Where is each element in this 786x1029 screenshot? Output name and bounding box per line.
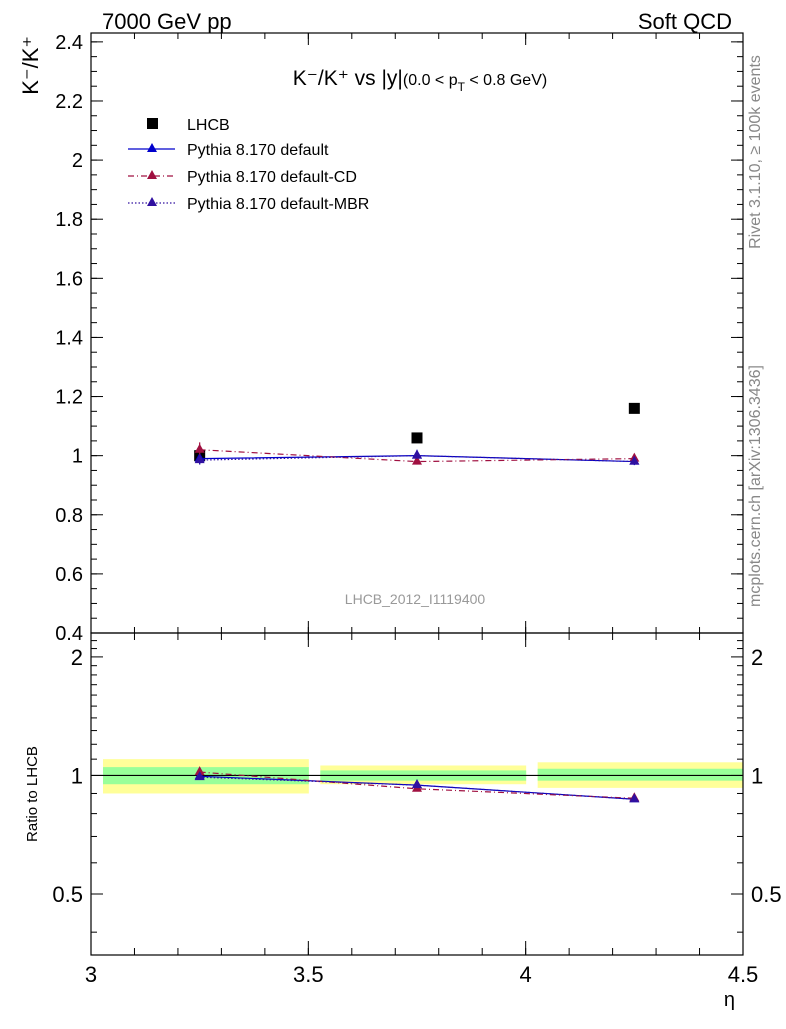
main-ytick-label: 0.4	[55, 623, 83, 645]
data-point	[629, 455, 640, 465]
header-left: 7000 GeV pp	[102, 9, 232, 34]
legend-label-mbr: Pythia 8.170 default-MBR	[187, 196, 369, 213]
plot-title: K⁻/K⁺ vs |y|(0.0 < pT < 0.8 GeV)	[293, 67, 547, 94]
title-sub: T	[458, 80, 466, 94]
legend-marker-default	[147, 143, 157, 152]
ratio-series-pythia-8-170-default-mbr	[194, 771, 640, 803]
legend-entry-mbr: Pythia 8.170 default-MBR	[128, 196, 369, 213]
legend-marker-mbr	[147, 197, 157, 206]
legend-label-lhcb: LHCB	[187, 117, 230, 134]
main-ytick-label: 2.4	[55, 32, 83, 54]
ratio-point	[412, 779, 422, 789]
ratio-point	[194, 766, 205, 776]
xtick-label: 4	[520, 962, 532, 987]
ratio-frame	[90, 632, 744, 956]
mcplots-label: mcplots.cern.ch [arXiv:1306.3436]	[747, 365, 764, 607]
data-point	[411, 432, 423, 444]
ratio-point	[194, 771, 205, 781]
rivet-label: Rivet 3.1.10, ≥ 100k events	[747, 55, 764, 249]
main-ytick-label: 1.2	[55, 387, 83, 409]
title-range-end: < 0.8 GeV)	[465, 72, 547, 89]
main-panel: 0.4 0.6 0.8 1 1.2 1.4 1.6 1.8 2 2.2 2.4 K⁻/K⁺ K⁻/K…	[18, 32, 744, 645]
title-main: K⁻/K⁺ vs |y|	[293, 67, 403, 90]
main-series	[194, 402, 640, 466]
header-right: Soft QCD	[638, 9, 732, 34]
main-ytick-label: 1	[72, 446, 83, 468]
main-ytick-label: 1.6	[55, 268, 83, 290]
legend-label-default: Pythia 8.170 default	[187, 142, 329, 159]
ratio-series	[194, 766, 640, 803]
legend-entry-default: Pythia 8.170 default	[128, 142, 329, 159]
ratio-ytick-label: 1	[71, 763, 83, 788]
legend: LHCB Pythia 8.170 default Pythia 8.170 d…	[128, 117, 369, 213]
data-point	[194, 443, 205, 453]
main-ytick-label: 2.2	[55, 91, 83, 113]
data-point	[628, 402, 640, 414]
ratio-ytick-label: 0.5	[52, 882, 83, 907]
data-point	[412, 449, 422, 459]
data-point	[194, 454, 205, 464]
ratio-ytick-label-right: 0.5	[751, 882, 782, 907]
title-range: (0.0 < p	[403, 72, 458, 89]
legend-entry-lhcb: LHCB	[147, 117, 230, 134]
legend-label-cd: Pythia 8.170 default-CD	[187, 169, 357, 186]
main-ytick-label: 0.8	[55, 505, 83, 527]
ratio-ytick-label-right: 2	[751, 645, 763, 670]
legend-marker-cd	[147, 170, 157, 179]
ratio-point	[629, 793, 640, 803]
main-ylabel: K⁻/K⁺	[18, 36, 43, 95]
main-ytick-label: 0.6	[55, 564, 83, 586]
ratio-ylabel: Ratio to LHCB	[24, 746, 41, 842]
data-point	[412, 455, 422, 465]
ratio-panel: 0.5 0.5 1 1 2 2 3 3.5 4 4.5 Ratio to LHCB η	[24, 632, 782, 1011]
ratio-axes: 0.5 0.5 1 1 2 2 3 3.5 4 4.5	[52, 632, 782, 987]
legend-entry-cd: Pythia 8.170 default-CD	[128, 169, 357, 186]
uncertainty-band-inner	[537, 768, 744, 781]
legend-marker-lhcb	[147, 118, 158, 129]
xtick-label: 3.5	[293, 962, 324, 987]
main-ytick-label: 1.8	[55, 209, 83, 231]
xtick-label: 4.5	[728, 962, 759, 987]
main-ytick-label: 1.4	[55, 327, 83, 349]
series-pythia-8-170-default-mbr	[194, 449, 640, 465]
xtick-label: 3	[85, 962, 97, 987]
main-axes: 0.4 0.6 0.8 1 1.2 1.4 1.6 1.8 2 2.2 2.4	[55, 32, 744, 645]
xlabel: η	[724, 989, 735, 1011]
ratio-ytick-label: 2	[71, 645, 83, 670]
watermark: LHCB_2012_I1119400	[345, 591, 486, 607]
main-ytick-label: 2	[72, 150, 83, 172]
ratio-ytick-label-right: 1	[751, 763, 763, 788]
